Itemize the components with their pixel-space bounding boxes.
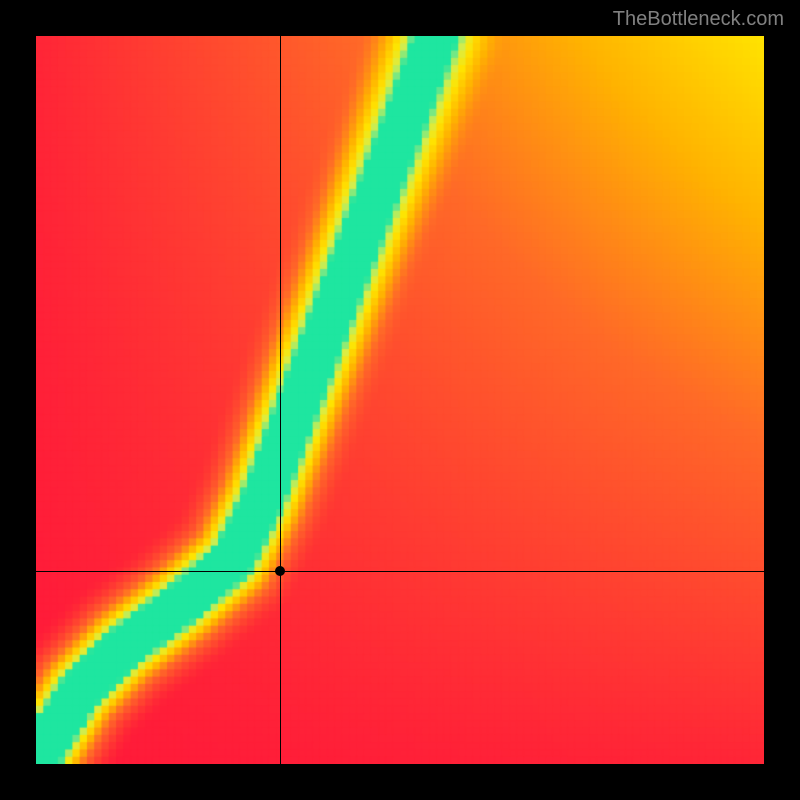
crosshair-horizontal bbox=[36, 571, 764, 572]
crosshair-marker bbox=[275, 566, 285, 576]
heatmap-plot bbox=[36, 36, 764, 764]
watermark-text: TheBottleneck.com bbox=[613, 8, 784, 31]
crosshair-vertical bbox=[280, 36, 281, 764]
heatmap-canvas bbox=[36, 36, 764, 764]
